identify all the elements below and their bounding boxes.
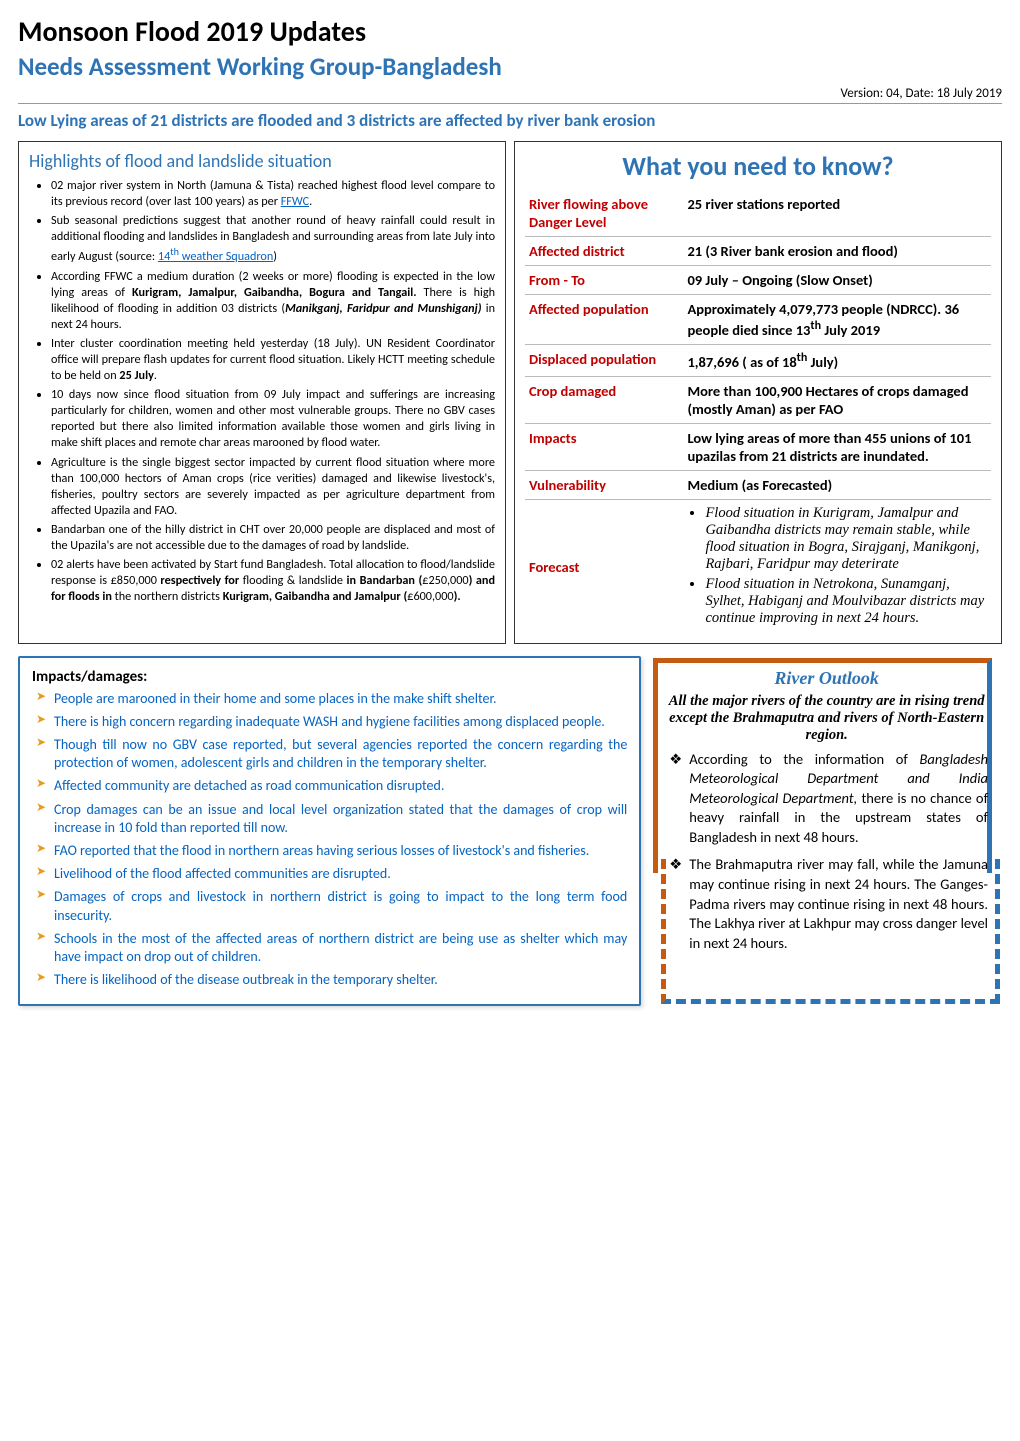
outlook-item: The Brahmaputra river may fall, while th… (669, 855, 988, 953)
info-row: ImpactsLow lying areas of more than 455 … (525, 423, 991, 470)
headline: Low Lying areas of 21 districts are floo… (18, 110, 1002, 131)
info-row: From - To09 July – Ongoing (Slow Onset) (525, 266, 991, 295)
highlights-item: Agriculture is the single biggest sector… (51, 455, 495, 519)
info-value: 1,87,696 ( as of 18th July) (683, 344, 991, 376)
info-row: River flowing above Danger Level25 river… (525, 190, 991, 237)
info-label: Affected population (525, 295, 683, 345)
impacts-panel: Impacts/damages: People are marooned in … (18, 656, 641, 1007)
outlook-intro: All the major rivers of the country are … (665, 693, 988, 744)
divider (18, 103, 1002, 104)
info-label: River flowing above Danger Level (525, 190, 683, 237)
info-value: More than 100,900 Hectares of crops dama… (683, 376, 991, 423)
impacts-item: There is likelihood of the disease outbr… (36, 971, 627, 989)
info-label: Displaced population (525, 344, 683, 376)
impacts-item: Crop damages can be an issue and local l… (36, 801, 627, 837)
highlights-item: 02 alerts have been activated by Start f… (51, 557, 495, 605)
info-row-forecast: Forecast Flood situation in Kurigram, Jam… (525, 499, 991, 635)
wynk-panel: What you need to know? River flowing abo… (514, 141, 1002, 644)
info-row: Displaced population1,87,696 ( as of 18t… (525, 344, 991, 376)
document-title: Monsoon Flood 2019 Updates (18, 14, 1002, 49)
info-label: Crop damaged (525, 376, 683, 423)
outlook-panel: River Outlook All the major rivers of th… (651, 656, 1002, 1007)
highlights-item: Inter cluster coordination meeting held … (51, 336, 495, 384)
outlook-heading: River Outlook (665, 668, 988, 689)
highlights-heading: Highlights of flood and landslide situat… (29, 150, 495, 172)
info-label: Forecast (525, 499, 683, 635)
info-label: Affected district (525, 237, 683, 266)
info-row: Crop damagedMore than 100,900 Hectares o… (525, 376, 991, 423)
impacts-item: Damages of crops and livestock in northe… (36, 888, 627, 924)
highlights-panel: Highlights of flood and landslide situat… (18, 141, 506, 644)
impacts-list: People are marooned in their home and so… (32, 690, 627, 990)
info-value: Medium (as Forecasted) (683, 470, 991, 499)
highlights-item: 10 days now since flood situation from 0… (51, 387, 495, 451)
forecast-item: Flood situation in Netrokona, Sunamganj,… (705, 576, 987, 627)
highlights-item: 02 major river system in North (Jamuna &… (51, 178, 495, 210)
info-value: 21 (3 River bank erosion and flood) (683, 237, 991, 266)
outlook-list: According to the information of Banglade… (665, 750, 988, 954)
info-value: Flood situation in Kurigram, Jamalpur an… (683, 499, 991, 635)
info-value: 25 river stations reported (683, 190, 991, 237)
info-row: Affected district21 (3 River bank erosio… (525, 237, 991, 266)
impacts-item: Schools in the most of the affected area… (36, 930, 627, 966)
outlook-item: According to the information of Banglade… (669, 750, 988, 848)
info-table: River flowing above Danger Level25 river… (525, 190, 991, 635)
impacts-item: People are marooned in their home and so… (36, 690, 627, 708)
highlights-item: Bandarban one of the hilly district in C… (51, 522, 495, 554)
impacts-heading: Impacts/damages: (32, 668, 627, 686)
info-label: From - To (525, 266, 683, 295)
info-row: VulnerabilityMedium (as Forecasted) (525, 470, 991, 499)
highlights-item: According FFWC a medium duration (2 week… (51, 269, 495, 333)
forecast-item: Flood situation in Kurigram, Jamalpur an… (705, 505, 987, 573)
document-subtitle: Needs Assessment Working Group-Banglades… (18, 51, 1002, 82)
info-value: Approximately 4,079,773 people (NDRCC). … (683, 295, 991, 345)
highlights-list: 02 major river system in North (Jamuna &… (29, 178, 495, 605)
info-value: Low lying areas of more than 455 unions … (683, 423, 991, 470)
impacts-item: Affected community are detached as road … (36, 777, 627, 795)
info-label: Vulnerability (525, 470, 683, 499)
highlights-item: Sub seasonal predictions suggest that an… (51, 213, 495, 265)
impacts-item: There is high concern regarding inadequa… (36, 713, 627, 731)
info-row: Affected populationApproximately 4,079,7… (525, 295, 991, 345)
impacts-item: FAO reported that the flood in northern … (36, 842, 627, 860)
impacts-item: Though till now no GBV case reported, bu… (36, 736, 627, 772)
info-value: 09 July – Ongoing (Slow Onset) (683, 266, 991, 295)
wynk-heading: What you need to know? (525, 150, 991, 182)
info-label: Impacts (525, 423, 683, 470)
version-text: Version: 04, Date: 18 July 2019 (18, 86, 1002, 101)
impacts-item: Livelihood of the flood affected communi… (36, 865, 627, 883)
